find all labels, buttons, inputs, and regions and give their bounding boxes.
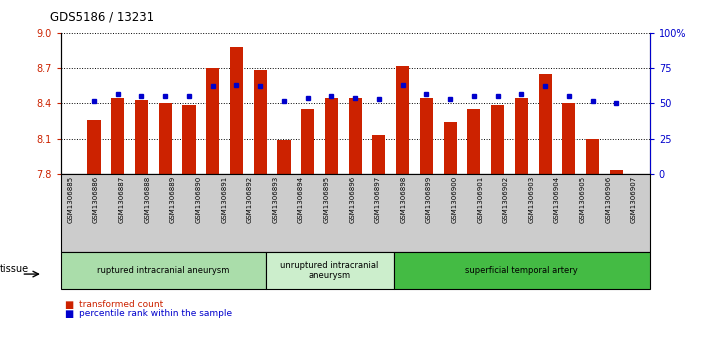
Text: GSM1306898: GSM1306898 bbox=[401, 176, 406, 223]
Bar bbox=[515, 98, 528, 174]
Text: GSM1306887: GSM1306887 bbox=[119, 176, 125, 223]
Text: GSM1306906: GSM1306906 bbox=[605, 176, 611, 223]
Text: GSM1306897: GSM1306897 bbox=[375, 176, 381, 223]
Bar bbox=[420, 98, 433, 174]
Bar bbox=[325, 98, 338, 174]
Bar bbox=[348, 98, 362, 174]
Text: GSM1306895: GSM1306895 bbox=[323, 176, 330, 223]
Text: GSM1306903: GSM1306903 bbox=[528, 176, 535, 223]
Text: unruptured intracranial
aneurysm: unruptured intracranial aneurysm bbox=[281, 261, 379, 280]
Text: GSM1306904: GSM1306904 bbox=[554, 176, 560, 223]
Bar bbox=[253, 70, 267, 174]
Bar bbox=[468, 109, 481, 174]
Text: GSM1306894: GSM1306894 bbox=[298, 176, 304, 223]
Text: GSM1306890: GSM1306890 bbox=[196, 176, 201, 223]
Text: GSM1306901: GSM1306901 bbox=[477, 176, 483, 223]
Bar bbox=[586, 139, 599, 174]
Bar bbox=[230, 48, 243, 174]
Text: percentile rank within the sample: percentile rank within the sample bbox=[79, 310, 231, 318]
Bar bbox=[111, 98, 124, 174]
Bar bbox=[206, 68, 219, 174]
Bar bbox=[278, 140, 291, 174]
Text: ■: ■ bbox=[64, 309, 74, 319]
Bar bbox=[538, 74, 552, 174]
Text: GSM1306899: GSM1306899 bbox=[426, 176, 432, 223]
Text: GSM1306885: GSM1306885 bbox=[68, 176, 74, 223]
Text: GSM1306886: GSM1306886 bbox=[93, 176, 99, 223]
Bar bbox=[610, 170, 623, 174]
Bar bbox=[159, 103, 172, 174]
Bar bbox=[135, 100, 148, 174]
Text: GDS5186 / 13231: GDS5186 / 13231 bbox=[50, 11, 154, 24]
Text: GSM1306892: GSM1306892 bbox=[247, 176, 253, 223]
Text: ruptured intracranial aneurysm: ruptured intracranial aneurysm bbox=[97, 266, 229, 275]
Text: GSM1306902: GSM1306902 bbox=[503, 176, 509, 223]
Text: ■: ■ bbox=[64, 300, 74, 310]
Text: GSM1306893: GSM1306893 bbox=[272, 176, 278, 223]
Bar bbox=[563, 103, 575, 174]
Text: superficial temporal artery: superficial temporal artery bbox=[466, 266, 578, 275]
Bar bbox=[301, 109, 314, 174]
Text: GSM1306907: GSM1306907 bbox=[631, 176, 637, 223]
Bar bbox=[373, 135, 386, 174]
Text: GSM1306889: GSM1306889 bbox=[170, 176, 176, 223]
Bar bbox=[88, 120, 101, 174]
Text: GSM1306896: GSM1306896 bbox=[349, 176, 356, 223]
Text: GSM1306900: GSM1306900 bbox=[452, 176, 458, 223]
Text: GSM1306905: GSM1306905 bbox=[580, 176, 585, 223]
Bar bbox=[443, 122, 457, 174]
Text: tissue: tissue bbox=[0, 264, 29, 274]
Text: transformed count: transformed count bbox=[79, 301, 163, 309]
Bar bbox=[491, 105, 504, 174]
Bar bbox=[183, 105, 196, 174]
Text: GSM1306888: GSM1306888 bbox=[144, 176, 151, 223]
Bar bbox=[396, 66, 409, 174]
Text: GSM1306891: GSM1306891 bbox=[221, 176, 227, 223]
